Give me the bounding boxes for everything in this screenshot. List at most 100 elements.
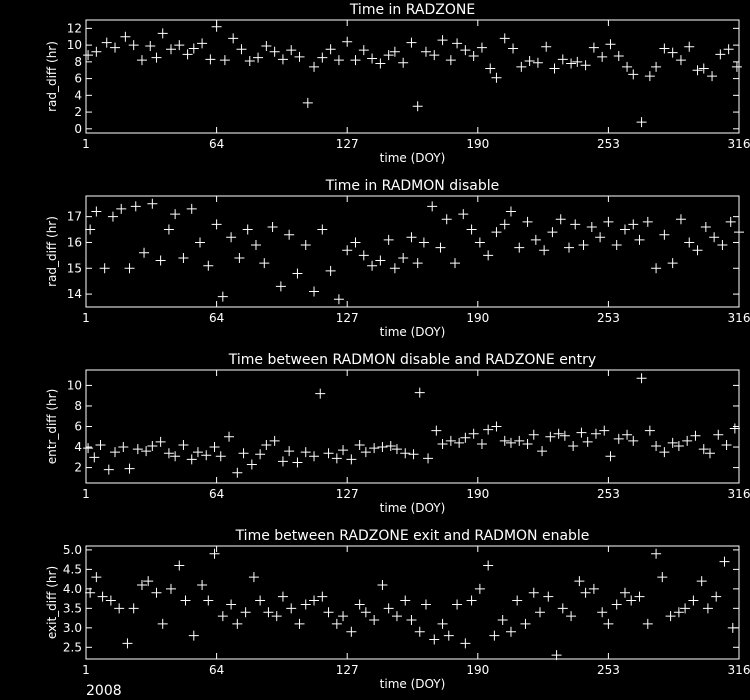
data-point	[491, 227, 502, 238]
data-point	[91, 206, 102, 217]
x-tick-label: 253	[597, 663, 620, 677]
data-point	[406, 232, 417, 243]
data-point	[120, 31, 131, 42]
data-point	[667, 258, 678, 269]
data-point	[136, 579, 147, 590]
y-tick-label: 8	[74, 399, 82, 413]
y-tick-label: 2	[74, 461, 82, 475]
data-point	[309, 286, 320, 297]
data-point	[489, 630, 500, 641]
data-point	[667, 47, 678, 58]
data-point	[226, 599, 237, 610]
data-point	[611, 240, 622, 251]
x-tick-label: 64	[209, 663, 224, 677]
y-tick-label: 6	[74, 420, 82, 434]
data-point	[702, 603, 713, 614]
data-point	[690, 430, 701, 441]
data-point	[704, 448, 715, 459]
data-point	[132, 444, 143, 455]
x-tick-label: 190	[466, 487, 489, 501]
x-tick-label: 127	[336, 137, 359, 151]
data-point	[408, 449, 419, 460]
data-point	[541, 41, 552, 52]
data-point	[375, 255, 386, 266]
data-point	[692, 65, 703, 76]
x-tick-label: 253	[597, 137, 620, 151]
data-point	[514, 435, 525, 446]
data-point	[551, 650, 562, 661]
data-point	[83, 50, 94, 61]
data-point	[564, 242, 575, 253]
data-point	[709, 232, 720, 243]
x-tick-label: 127	[336, 663, 359, 677]
data-point	[302, 97, 313, 108]
data-point	[636, 117, 647, 128]
data-point	[389, 263, 400, 274]
data-point	[128, 40, 139, 51]
data-point	[412, 101, 423, 112]
data-point	[97, 591, 108, 602]
data-point	[323, 607, 334, 618]
data-point	[286, 603, 297, 614]
data-point	[499, 435, 510, 446]
data-point	[684, 41, 695, 52]
data-point	[277, 591, 288, 602]
x-tick-label: 190	[466, 311, 489, 325]
data-point	[622, 429, 633, 440]
data-point	[275, 281, 286, 292]
data-point	[613, 50, 624, 61]
data-point	[483, 250, 494, 261]
data-point	[483, 424, 494, 435]
y-tick-label: 4	[74, 88, 82, 102]
y-tick-label: 6	[74, 72, 82, 86]
y-tick-label: 3.0	[63, 621, 82, 635]
data-point	[580, 587, 591, 598]
y-tick-label: 3.5	[63, 601, 82, 615]
data-point	[721, 439, 732, 450]
data-point	[713, 429, 724, 440]
data-point	[385, 441, 396, 452]
data-point	[136, 55, 147, 66]
y-tick-label: 2	[74, 105, 82, 119]
data-point	[553, 428, 564, 439]
data-point	[723, 44, 734, 55]
data-point	[232, 467, 243, 478]
x-tick-label: 127	[336, 487, 359, 501]
y-tick-label: 12	[67, 21, 82, 35]
data-point	[420, 599, 431, 610]
data-point	[727, 622, 738, 633]
data-point	[717, 240, 728, 251]
data-point	[147, 198, 158, 209]
data-point	[309, 595, 320, 606]
data-point	[611, 599, 622, 610]
data-point	[508, 43, 519, 54]
x-tick-label: 64	[209, 487, 224, 501]
data-point	[250, 240, 261, 251]
data-point	[165, 44, 176, 55]
y-tick-label: 10	[67, 38, 82, 52]
data-point	[99, 263, 110, 274]
data-point	[300, 240, 311, 251]
data-point	[240, 607, 251, 618]
data-point	[114, 603, 125, 614]
data-point	[719, 556, 730, 567]
data-point	[651, 441, 662, 452]
data-point	[414, 626, 425, 637]
data-point	[628, 435, 639, 446]
data-point	[499, 219, 510, 230]
data-point	[642, 618, 653, 629]
data-point	[576, 427, 587, 438]
data-point	[110, 42, 121, 53]
data-point	[377, 442, 388, 453]
x-axis-label: time (DOY)	[380, 325, 446, 339]
data-point	[110, 447, 121, 458]
data-point	[261, 40, 272, 51]
data-point	[234, 252, 245, 263]
plot-frame	[85, 19, 740, 134]
data-point	[599, 425, 610, 436]
x-tick-label: 1	[82, 487, 90, 501]
data-point	[122, 638, 133, 649]
data-point	[505, 626, 516, 637]
data-point	[729, 423, 740, 434]
data-point	[354, 439, 365, 450]
